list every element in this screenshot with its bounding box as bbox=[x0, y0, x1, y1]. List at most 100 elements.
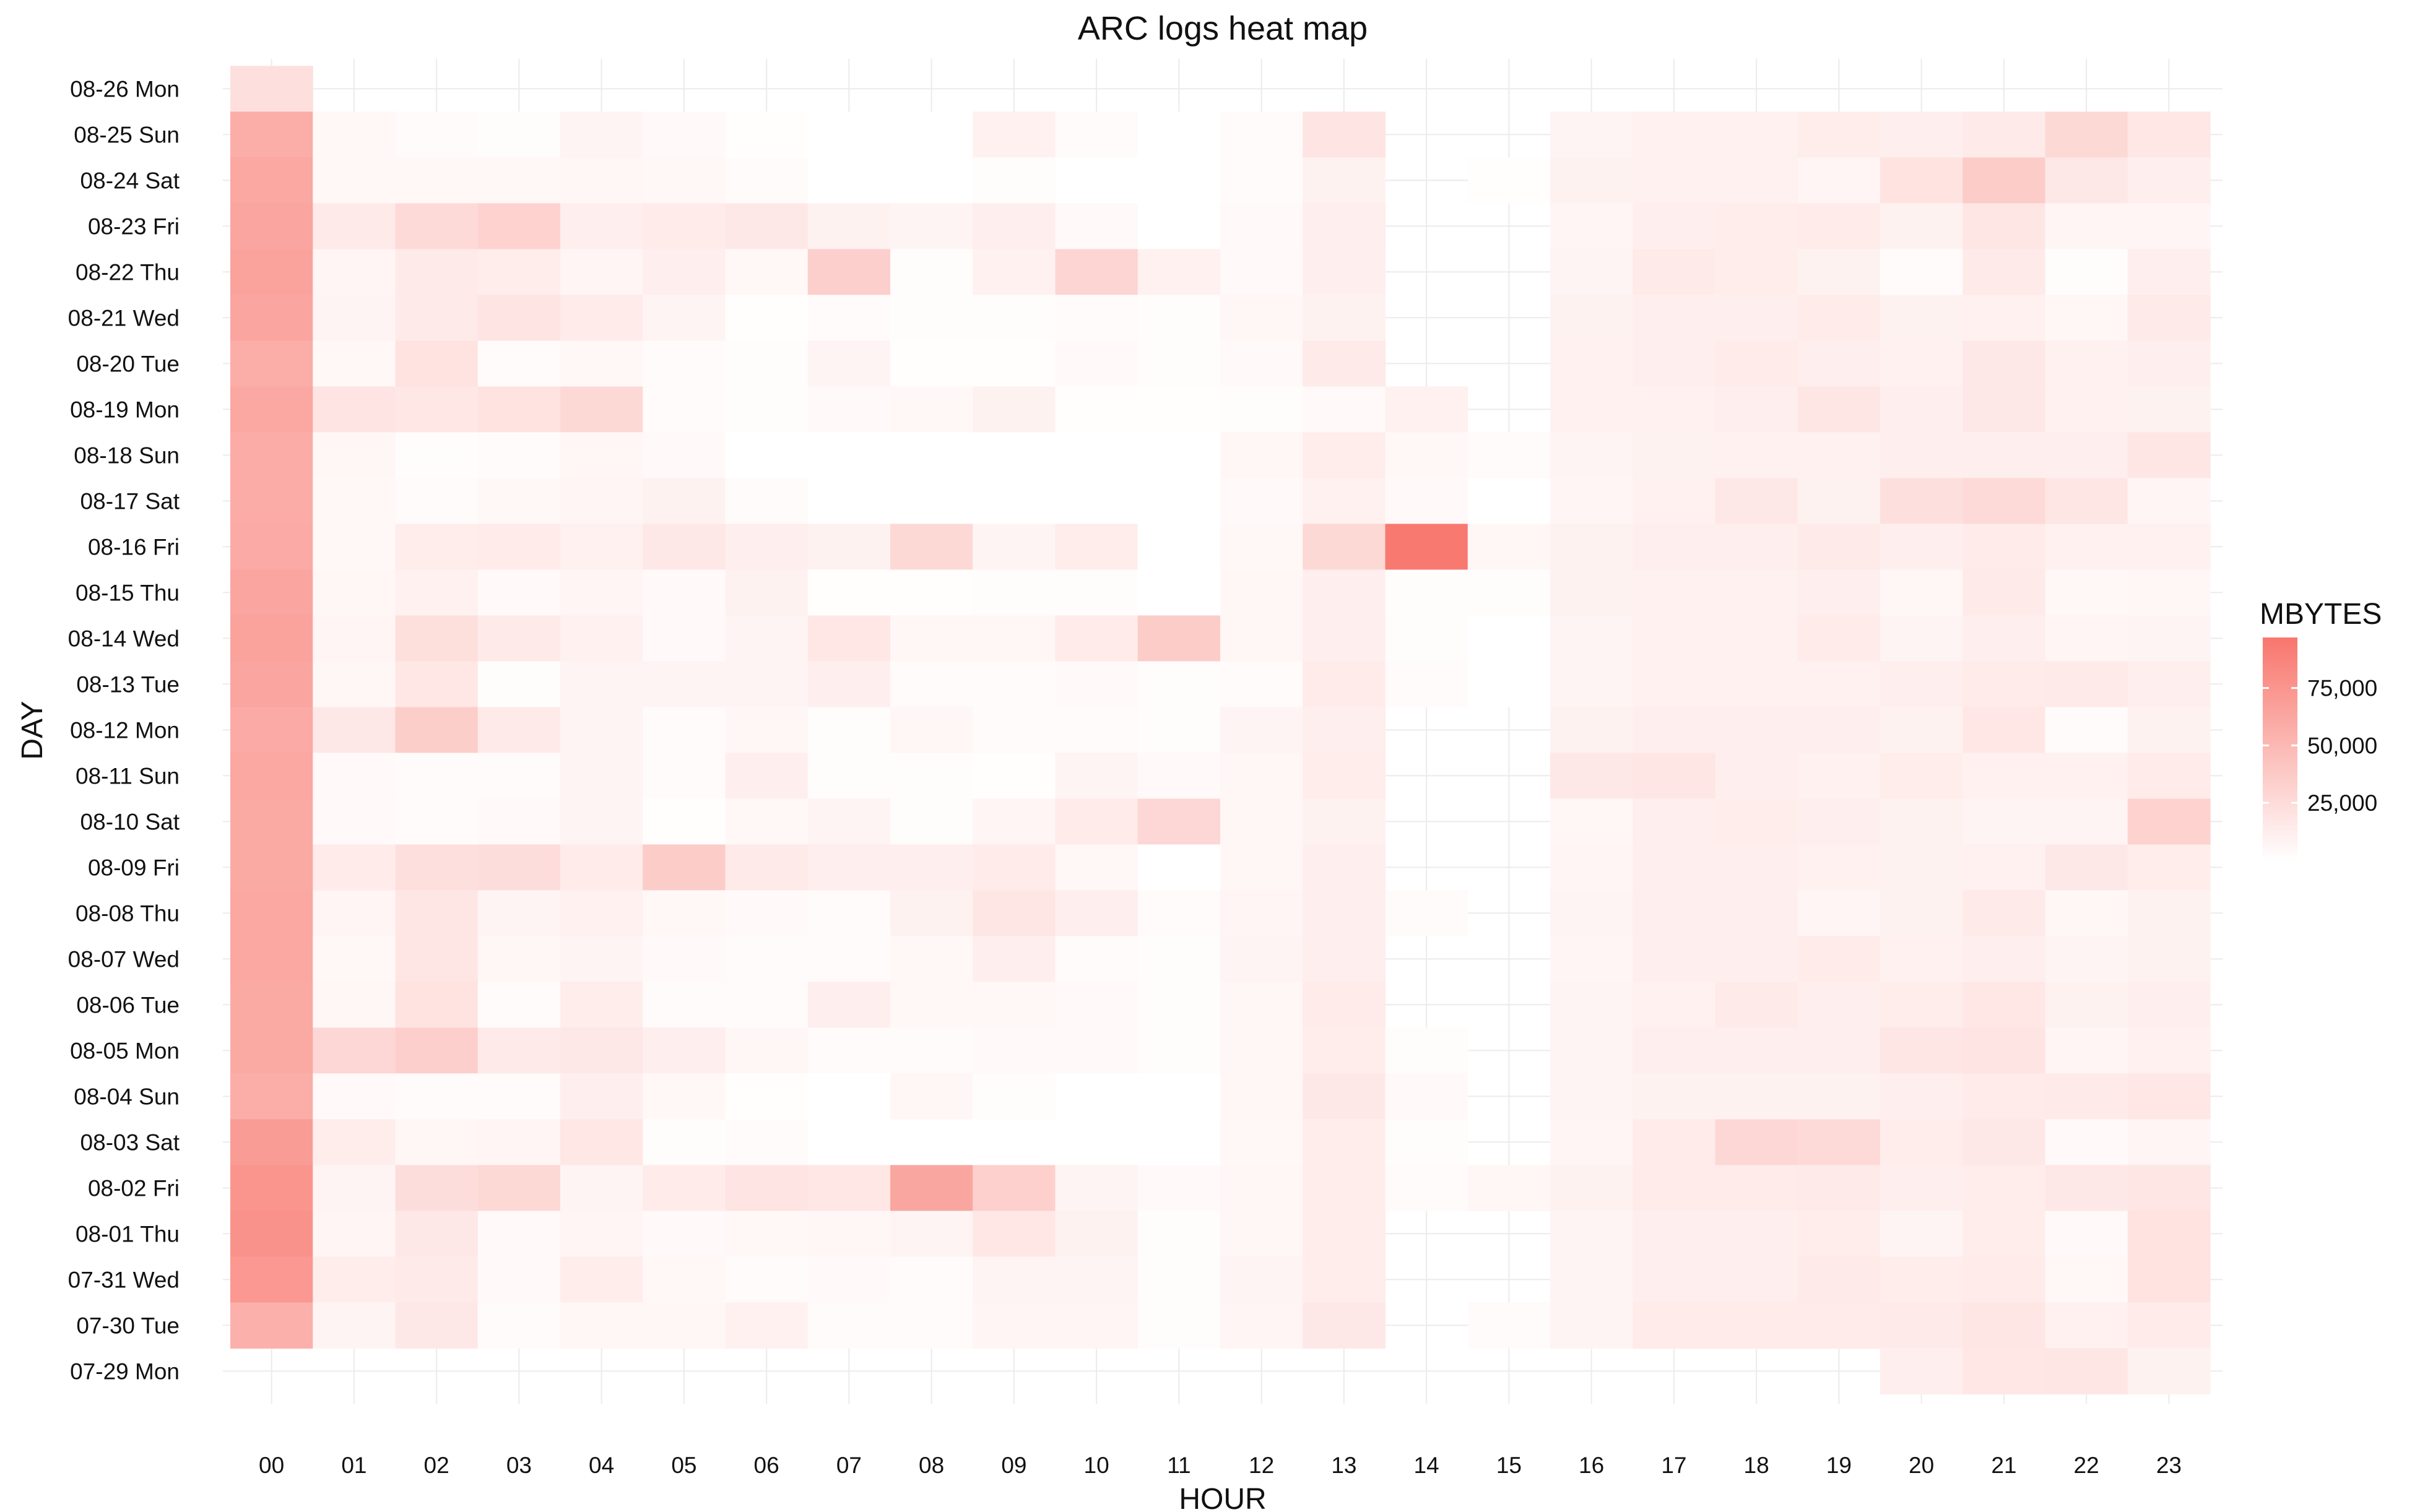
heatmap-cell bbox=[2045, 798, 2128, 845]
heatmap-cell bbox=[807, 1027, 891, 1074]
heatmap-cell bbox=[1467, 569, 1551, 616]
heatmap-cell bbox=[230, 982, 313, 1028]
heatmap-cell bbox=[643, 524, 726, 570]
heatmap-cell bbox=[560, 524, 643, 570]
heatmap-cell bbox=[1137, 615, 1221, 662]
heatmap-cell bbox=[643, 157, 726, 204]
heatmap-cell bbox=[643, 203, 726, 249]
heatmap-cell bbox=[643, 753, 726, 799]
x-tick-label: 17 bbox=[1661, 1453, 1686, 1478]
heatmap-cell bbox=[1550, 386, 1633, 433]
heatmap-cell bbox=[1055, 798, 1138, 845]
heatmap-cell bbox=[313, 386, 396, 433]
y-tick-label: 08-16 Fri bbox=[88, 534, 180, 559]
heatmap-cell bbox=[1962, 707, 2046, 753]
legend-tick-label: 25,000 bbox=[2307, 790, 2377, 816]
heatmap-cell bbox=[1880, 1302, 1963, 1349]
heatmap-cell bbox=[1715, 386, 1798, 433]
heatmap-cell bbox=[1550, 111, 1633, 158]
heatmap-cell bbox=[1055, 386, 1138, 433]
color-legend: MBYTES 25,000 50,000 75,000 bbox=[2260, 598, 2382, 860]
heatmap-cell bbox=[1550, 1119, 1633, 1165]
heatmap-cell bbox=[973, 936, 1056, 982]
heatmap-cell bbox=[725, 798, 809, 845]
heatmap-cell bbox=[1633, 844, 1716, 891]
heatmap-cell bbox=[1715, 1027, 1798, 1074]
heatmap-cell bbox=[1137, 524, 1221, 570]
heatmap-cell bbox=[725, 1073, 809, 1120]
heatmap-cell bbox=[1715, 1165, 1798, 1211]
heatmap-cell bbox=[1633, 478, 1716, 524]
heatmap-cell bbox=[230, 249, 313, 295]
heatmap-cell bbox=[1137, 1027, 1221, 1074]
heatmap-cell bbox=[643, 295, 726, 341]
heatmap-cell bbox=[1633, 524, 1716, 570]
heatmap-cell bbox=[1137, 157, 1221, 204]
heatmap-cell bbox=[973, 615, 1056, 662]
heatmap-cell bbox=[1880, 111, 1963, 158]
heatmap-cell bbox=[1055, 111, 1138, 158]
heatmap-cell bbox=[1880, 661, 1963, 707]
heatmap-cell bbox=[1220, 295, 1303, 341]
heatmap-cell bbox=[1797, 615, 1881, 662]
heatmap-cell bbox=[230, 478, 313, 524]
heatmap-cell bbox=[230, 1027, 313, 1074]
heatmap-cell bbox=[2045, 615, 2128, 662]
heatmap-cell bbox=[973, 478, 1056, 524]
heatmap-cell bbox=[1633, 798, 1716, 845]
heatmap-cell bbox=[890, 295, 973, 341]
heatmap-cell bbox=[1467, 432, 1551, 478]
heatmap-cell bbox=[973, 707, 1056, 753]
heatmap-cell bbox=[1633, 1165, 1716, 1211]
heatmap-cell bbox=[2045, 569, 2128, 616]
x-tick-label: 15 bbox=[1496, 1453, 1522, 1478]
heatmap-cell bbox=[1220, 798, 1303, 845]
y-tick-label: 07-29 Mon bbox=[70, 1359, 180, 1384]
heatmap-cell bbox=[1303, 432, 1386, 478]
heatmap-cell bbox=[1220, 844, 1303, 891]
heatmap-cell bbox=[973, 1256, 1056, 1303]
heatmap-cell bbox=[1715, 753, 1798, 799]
heatmap-cell bbox=[1880, 478, 1963, 524]
heatmap-cell bbox=[1962, 111, 2046, 158]
heatmap-cell bbox=[725, 936, 809, 982]
heatmap-cell bbox=[1633, 890, 1716, 936]
heatmap-cell bbox=[2045, 982, 2128, 1028]
heatmap-cell bbox=[395, 432, 479, 478]
heatmap-cell bbox=[725, 1119, 809, 1165]
heatmap-cell bbox=[1962, 1256, 2046, 1303]
heatmap-cell bbox=[1385, 615, 1468, 662]
heatmap-cell bbox=[807, 524, 891, 570]
heatmap-cell bbox=[2045, 1073, 2128, 1120]
heatmap-cell bbox=[1797, 1256, 1881, 1303]
heatmap-cell bbox=[1303, 936, 1386, 982]
heatmap-cell bbox=[1385, 524, 1468, 570]
heatmap-cell bbox=[807, 249, 891, 295]
heatmap-cell bbox=[1220, 249, 1303, 295]
heatmap-cell bbox=[1303, 707, 1386, 753]
heatmap-cell bbox=[1303, 1211, 1386, 1257]
heatmap-cell bbox=[2045, 386, 2128, 433]
heatmap-cell bbox=[643, 936, 726, 982]
heatmap-cell bbox=[313, 157, 396, 204]
heatmap-cell bbox=[807, 340, 891, 387]
heatmap-cell bbox=[1633, 432, 1716, 478]
heatmap-cell bbox=[643, 249, 726, 295]
heatmap-cell bbox=[1303, 1073, 1386, 1120]
heatmap-cell bbox=[1550, 1027, 1633, 1074]
heatmap-cell bbox=[1797, 982, 1881, 1028]
heatmap-cell bbox=[395, 1119, 479, 1165]
heatmap-cell bbox=[1633, 111, 1716, 158]
x-tick-label: 04 bbox=[589, 1453, 614, 1478]
heatmap-cell bbox=[973, 203, 1056, 249]
heatmap-cell bbox=[725, 707, 809, 753]
heatmap-cell bbox=[477, 936, 561, 982]
heatmap-cell bbox=[230, 1119, 313, 1165]
heatmap-cell bbox=[890, 569, 973, 616]
heatmap-cell bbox=[1797, 1302, 1881, 1349]
heatmap-cell bbox=[1550, 661, 1633, 707]
heatmap-cell bbox=[1220, 1211, 1303, 1257]
heatmap-cell bbox=[477, 340, 561, 387]
heatmap-cell bbox=[1962, 295, 2046, 341]
heatmap-cell bbox=[1633, 203, 1716, 249]
